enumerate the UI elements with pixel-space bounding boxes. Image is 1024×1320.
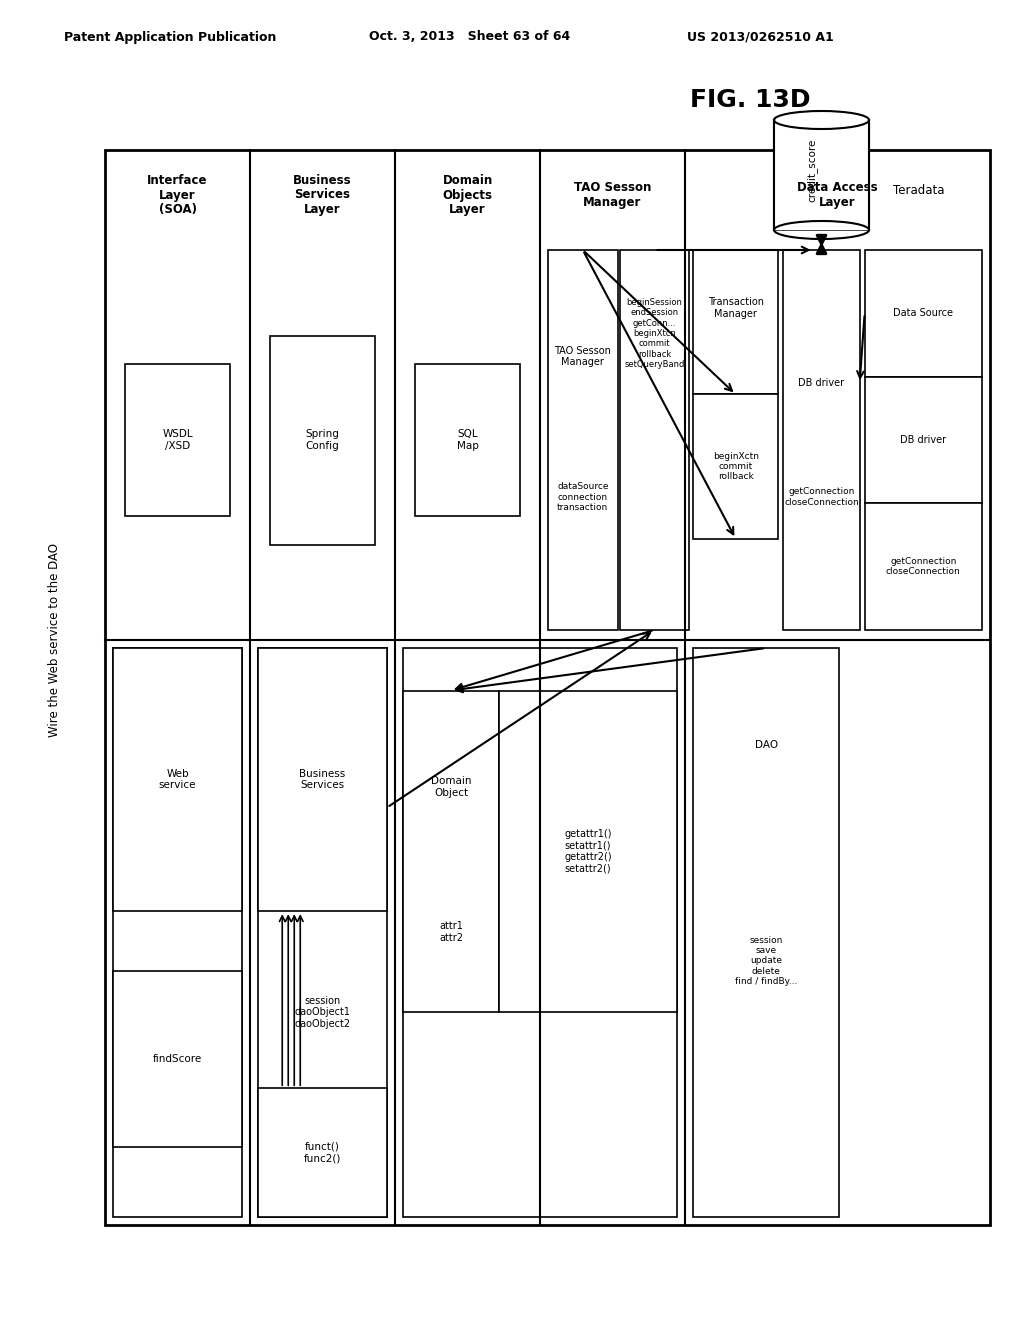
Text: beginXctn
commit
rollback: beginXctn commit rollback — [713, 451, 759, 482]
Bar — [113, 648, 242, 1217]
Text: Web
service: Web service — [159, 768, 197, 791]
Bar — [774, 120, 869, 230]
Ellipse shape — [774, 111, 869, 129]
Bar — [783, 249, 860, 630]
Text: beginSession
endSession
getConn...
beginXtcn
commit
rollback
setQueryBand: beginSession endSession getConn... begin… — [625, 298, 685, 370]
Text: Spring
Config: Spring Config — [305, 429, 339, 451]
Text: Oct. 3, 2013   Sheet 63 of 64: Oct. 3, 2013 Sheet 63 of 64 — [370, 30, 570, 44]
Text: getConnection
closeConnection: getConnection closeConnection — [784, 487, 859, 507]
Bar — [125, 364, 230, 516]
Text: getConnection
closeConnection: getConnection closeConnection — [886, 557, 961, 577]
Bar — [864, 376, 982, 503]
Text: funct()
func2(): funct() func2() — [304, 1142, 341, 1163]
Bar — [403, 690, 499, 1012]
Text: DAO: DAO — [755, 739, 778, 750]
Ellipse shape — [774, 220, 869, 239]
Bar — [620, 249, 689, 630]
Bar — [270, 335, 375, 544]
Text: Domain
Object: Domain Object — [431, 776, 471, 797]
Text: Data Access
Layer: Data Access Layer — [798, 181, 878, 209]
Text: WSDL
/XSD: WSDL /XSD — [162, 429, 193, 451]
Text: Data Source: Data Source — [893, 309, 953, 318]
Text: Teradata: Teradata — [893, 183, 944, 197]
Bar — [499, 690, 677, 1012]
Text: Interface
Layer
(SOA): Interface Layer (SOA) — [147, 173, 208, 216]
Bar — [693, 648, 840, 1217]
Text: DB driver: DB driver — [799, 378, 845, 388]
Text: TAO Sesson
Manager: TAO Sesson Manager — [573, 181, 651, 209]
Bar — [403, 648, 677, 1217]
Bar — [113, 972, 242, 1147]
Text: Business
Services: Business Services — [299, 768, 346, 791]
Text: session
daoObject1
daoObject2: session daoObject1 daoObject2 — [295, 995, 350, 1028]
Text: DB driver: DB driver — [900, 436, 946, 445]
Text: US 2013/0262510 A1: US 2013/0262510 A1 — [687, 30, 834, 44]
Text: getattr1()
setattr1()
getattr2()
setattr2(): getattr1() setattr1() getattr2() setattr… — [564, 829, 611, 874]
Text: Domain
Objects
Layer: Domain Objects Layer — [442, 173, 493, 216]
Text: FIG. 13D: FIG. 13D — [690, 88, 810, 112]
Text: findScore: findScore — [153, 1055, 202, 1064]
Text: TAO Sesson
Manager: TAO Sesson Manager — [554, 346, 611, 367]
Bar — [258, 1088, 387, 1217]
Text: Wire the Web service to the DAO: Wire the Web service to the DAO — [48, 543, 61, 737]
Bar — [548, 249, 617, 630]
Bar — [258, 648, 387, 911]
Text: Patent Application Publication: Patent Application Publication — [63, 30, 276, 44]
Bar — [693, 395, 778, 539]
Text: credit_score: credit_score — [806, 139, 817, 202]
Text: Business
Services
Layer: Business Services Layer — [293, 173, 352, 216]
Text: SQL
Map: SQL Map — [457, 429, 478, 451]
Bar — [415, 364, 520, 516]
Bar — [258, 648, 387, 1217]
Bar — [693, 249, 778, 395]
Bar — [113, 648, 242, 911]
Text: dataSource
connection
transaction: dataSource connection transaction — [557, 482, 608, 512]
Text: Transaction
Manager: Transaction Manager — [708, 297, 764, 318]
Text: attr1
attr2: attr1 attr2 — [439, 921, 463, 942]
Bar — [105, 150, 990, 1225]
Bar — [864, 249, 982, 376]
Bar — [864, 503, 982, 630]
Text: session
save
update
delete
find / findBy...: session save update delete find / findBy… — [735, 936, 798, 986]
